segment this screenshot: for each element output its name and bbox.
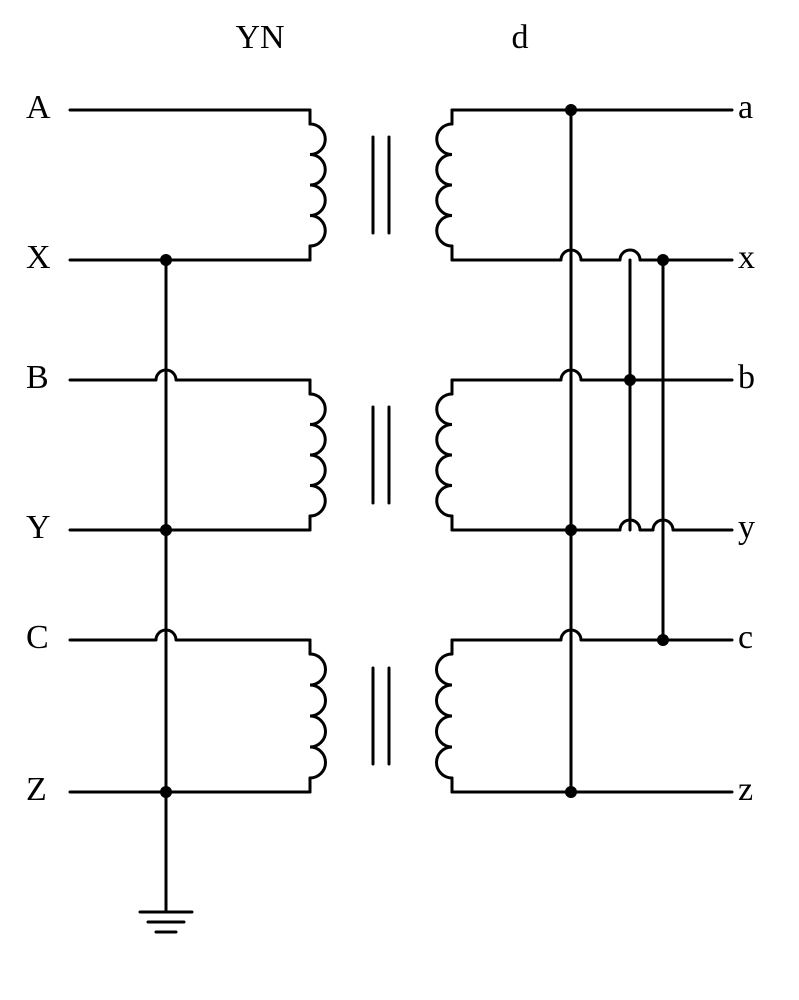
terminal-label-y: y — [738, 509, 755, 547]
terminal-label-Z: Z — [26, 771, 47, 809]
terminal-label-a: a — [738, 89, 753, 127]
header-d: d — [490, 19, 550, 57]
terminal-label-X: X — [26, 239, 51, 277]
terminal-label-c: c — [738, 619, 753, 657]
transformer-schematic — [0, 0, 799, 1000]
terminal-label-C: C — [26, 619, 49, 657]
header-yn: YN — [230, 19, 290, 57]
terminal-label-b: b — [738, 359, 755, 397]
terminal-label-B: B — [26, 359, 49, 397]
terminal-label-Y: Y — [26, 509, 51, 547]
terminal-label-x: x — [738, 239, 755, 277]
terminal-label-A: A — [26, 89, 51, 127]
terminal-label-z: z — [738, 771, 753, 809]
